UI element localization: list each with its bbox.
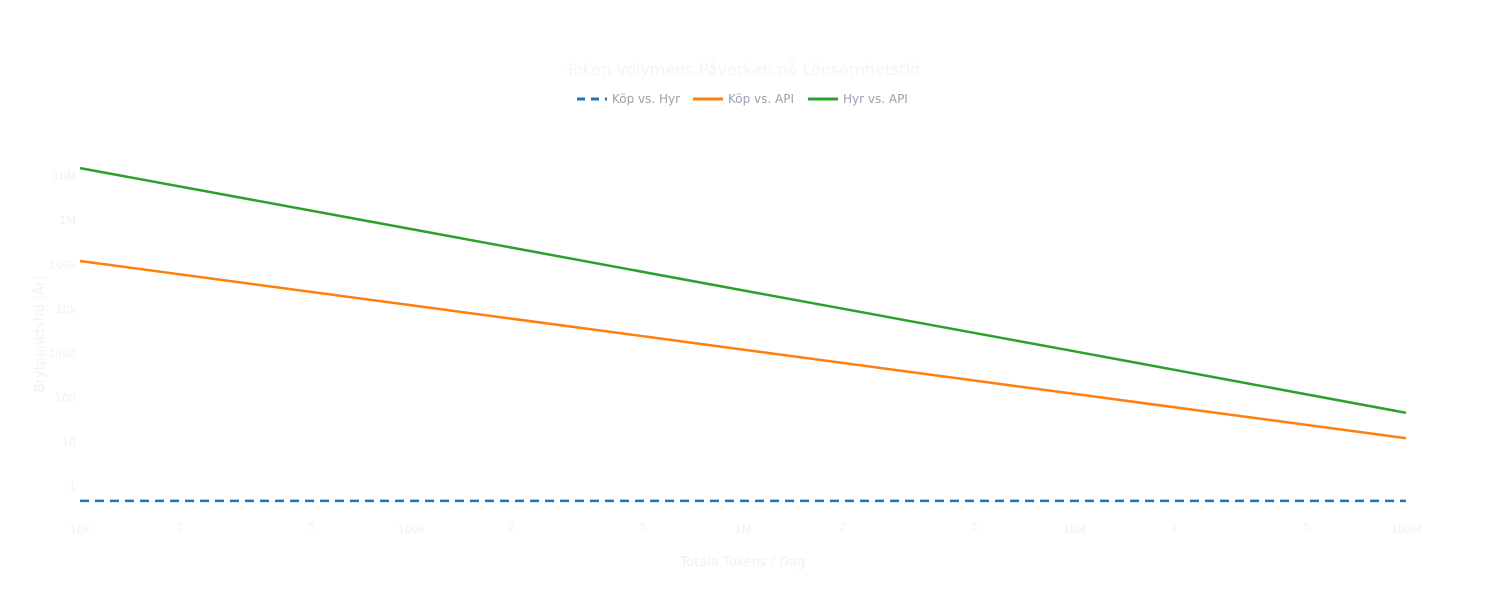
x-tick-label: 5 — [640, 522, 646, 533]
legend-label: Köp vs. API — [728, 92, 794, 106]
legend-label: Köp vs. Hyr — [612, 92, 680, 106]
legend-label: Hyr vs. API — [843, 92, 908, 106]
x-tick-label: 2 — [1171, 522, 1177, 533]
x-tick-label: 2 — [177, 522, 183, 533]
x-tick-label: 100k — [398, 523, 426, 536]
y-axis-ticks: 1 10 100 1000 10k 100k 1M 10M — [48, 170, 77, 493]
x-tick-label: 10M — [1063, 523, 1087, 536]
x-axis-label: Totala Tokens / Dag — [679, 555, 805, 570]
chart-title: Token-volymens Påverkan på Lönsamhetstid — [565, 60, 920, 79]
y-tick-label: 1000 — [48, 347, 76, 360]
y-tick-label: 10k — [56, 303, 77, 316]
y-tick-label: 10 — [62, 436, 76, 449]
y-tick-label: 100k — [49, 259, 77, 272]
series-line-2 — [79, 259, 1407, 440]
x-tick-label: 2 — [840, 522, 846, 533]
legend-item[interactable]: Hyr vs. API — [808, 92, 908, 106]
series-line-3 — [79, 166, 1407, 415]
x-tick-label: 5 — [1303, 522, 1309, 533]
y-tick-label: 1M — [60, 214, 77, 227]
x-tick-label: 10k — [70, 523, 91, 536]
y-tick-label: 10M — [53, 170, 77, 183]
x-tick-label: 1M — [735, 523, 752, 536]
legend[interactable]: Köp vs. Hyr Köp vs. API Hyr vs. API — [577, 92, 908, 106]
x-tick-label: 5 — [309, 522, 315, 533]
legend-item[interactable]: Köp vs. API — [693, 92, 794, 106]
x-axis-ticks: 10k 2 5 100k 2 5 1M 2 5 10M 2 5 100M — [70, 522, 1421, 536]
legend-item[interactable]: Köp vs. Hyr — [577, 92, 680, 106]
x-tick-label: 2 — [508, 522, 514, 533]
y-axis-label: Brytpunktstid (År) — [32, 276, 48, 393]
y-tick-label: 1 — [69, 480, 76, 493]
x-tick-label: 100M — [1391, 523, 1422, 536]
plot-lines — [79, 166, 1407, 503]
y-tick-label: 100 — [55, 391, 76, 404]
x-tick-label: 5 — [972, 522, 978, 533]
